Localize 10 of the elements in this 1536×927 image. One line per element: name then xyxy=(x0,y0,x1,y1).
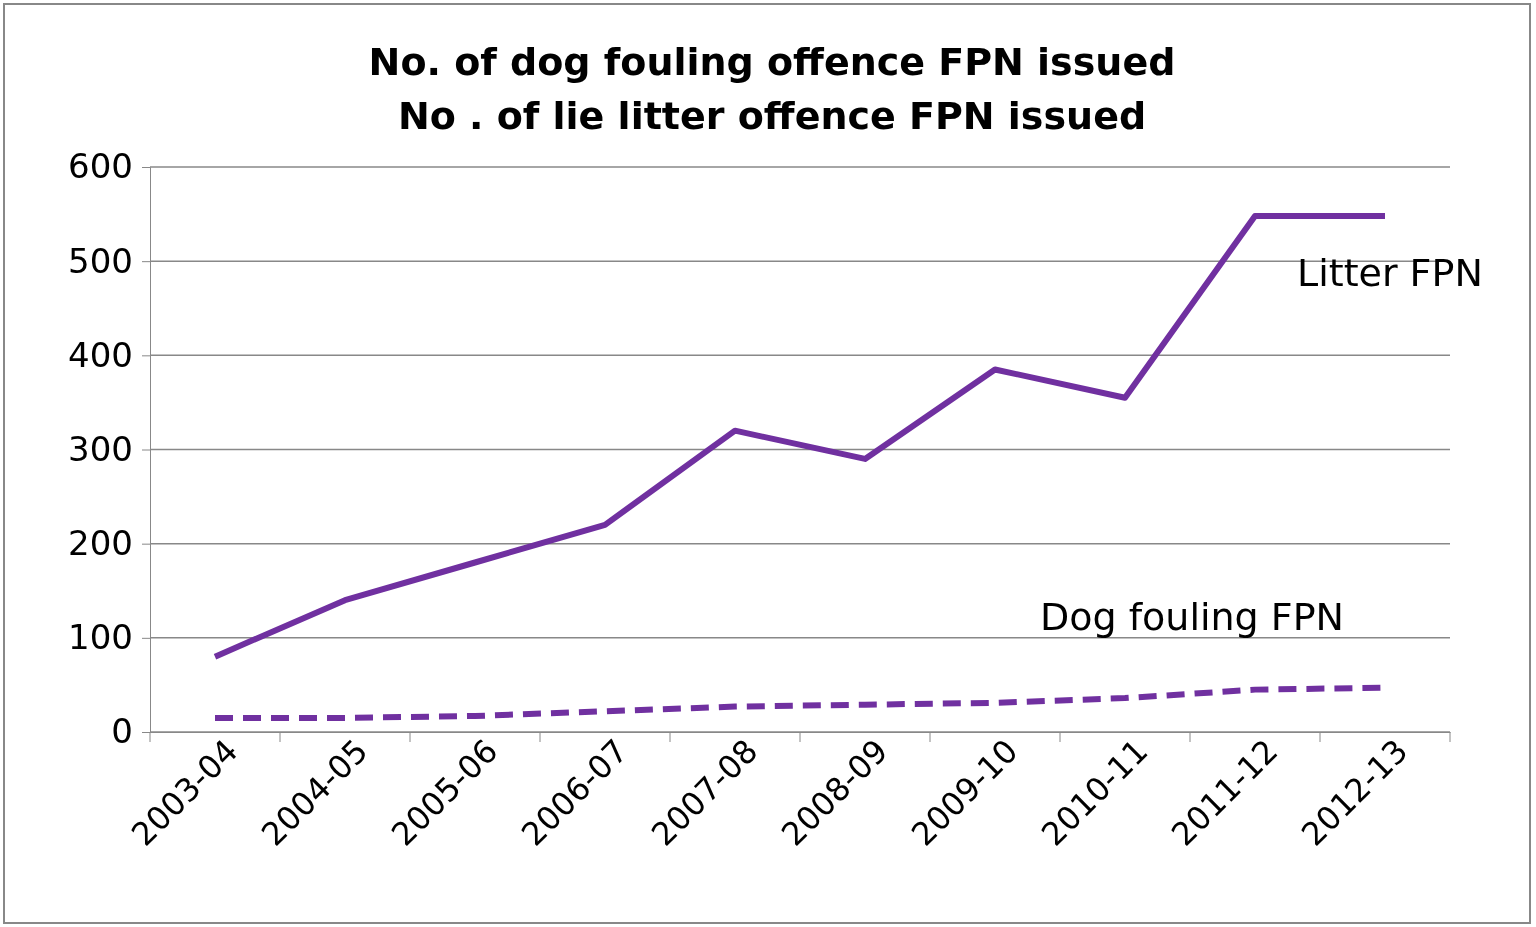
y-tick-label: 0 xyxy=(111,711,133,752)
y-tick-label: 600 xyxy=(68,146,133,187)
y-tick-label: 100 xyxy=(68,617,133,658)
chart-title: No. of dog fouling offence FPN issued No . of lie litter offence FPN issued xyxy=(368,40,1176,138)
y-tick-label: 300 xyxy=(68,428,133,469)
y-tick-label: 500 xyxy=(68,240,133,281)
series-label: Litter FPN xyxy=(1297,250,1483,295)
y-tick-label: 200 xyxy=(68,523,133,564)
y-tick-label: 400 xyxy=(68,334,133,375)
series-label: Dog fouling FPN xyxy=(1040,595,1345,640)
